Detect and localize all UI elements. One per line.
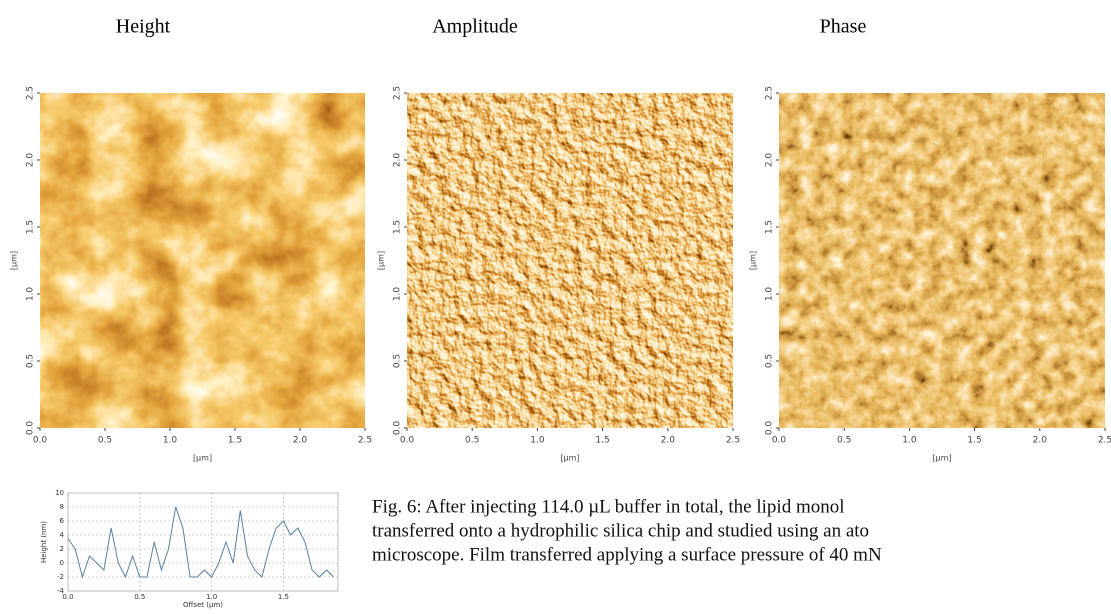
y-tick-label: 4 [60, 531, 65, 539]
y-axis-label: [µm] [10, 251, 19, 270]
x-tick-label: 0.0 [62, 593, 73, 601]
y-axis-label: Height (nm) [40, 521, 48, 563]
x-tick-label: 0.5 [837, 436, 851, 446]
y-tick-label: 10 [55, 489, 64, 497]
x-axis-label: [µm] [193, 454, 212, 463]
y-tick-label: 2.0 [393, 153, 403, 168]
y-tick-label: 1.5 [765, 220, 775, 234]
y-tick-label: 6 [60, 517, 65, 525]
panel-title: Amplitude [432, 16, 518, 38]
caption-line: transferred onto a hydrophilic silica ch… [372, 520, 869, 541]
y-tick-label: 0.0 [765, 421, 775, 436]
y-tick-label: 0.0 [26, 421, 36, 436]
x-tick-label: 2.0 [1033, 436, 1048, 446]
x-tick-label: 0.5 [134, 593, 145, 601]
y-tick-label: 0.0 [393, 421, 403, 436]
y-tick-label: 2.5 [393, 86, 403, 100]
x-tick-label: 0.0 [33, 436, 48, 446]
afm-panel: Height 0.0 0.5 1.0 1.5 2.0 2.5 0.0 0.5 1.0 1.5 2.0 2… [10, 16, 373, 463]
y-tick-label: 2.0 [26, 153, 36, 168]
y-tick-label: 0.5 [765, 354, 775, 368]
y-tick-label: 1.0 [393, 287, 403, 302]
y-tick-label: -2 [57, 573, 64, 581]
x-tick-label: 2.5 [358, 436, 372, 446]
y-tick-label: 0.5 [26, 354, 36, 368]
y-tick-label: 0 [60, 559, 64, 567]
y-tick-label: 2.5 [765, 86, 775, 100]
x-tick-label: 1.0 [902, 436, 917, 446]
x-tick-label: 2.0 [661, 436, 676, 446]
profile-line [67, 506, 335, 579]
x-tick-label: 0.5 [465, 436, 479, 446]
x-tick-label: 0.0 [400, 436, 415, 446]
y-axis-label: [µm] [377, 251, 386, 270]
afm-image [40, 93, 365, 428]
x-tick-label: 1.5 [967, 436, 981, 446]
x-axis-label: [µm] [932, 454, 951, 463]
x-tick-label: 2.0 [293, 436, 308, 446]
caption: Fig. 6: After injecting 114.0 µL buffer … [372, 496, 882, 565]
x-tick-label: 2.5 [726, 436, 740, 446]
x-tick-label: 0.5 [98, 436, 112, 446]
x-tick-label: 1.5 [228, 436, 242, 446]
afm-image [779, 93, 1105, 428]
x-tick-label: 2.5 [1098, 436, 1111, 446]
y-tick-label: 2 [60, 545, 64, 553]
afm-panel: Phase 0.0 0.5 1.0 1.5 2.0 2.5 0.0 0.5 1.0 1.5 2.0 2.… [749, 16, 1111, 463]
x-tick-label: 1.5 [595, 436, 609, 446]
y-tick-label: 0.5 [393, 354, 403, 368]
afm-image [407, 93, 733, 428]
y-axis-label: [µm] [749, 251, 758, 270]
y-tick-label: 1.0 [765, 287, 775, 302]
y-tick-label: -4 [57, 587, 65, 595]
x-tick-label: 1.0 [163, 436, 178, 446]
x-axis-label: Offset (µm) [183, 601, 223, 609]
x-tick-label: 1.5 [278, 593, 289, 601]
x-tick-label: 1.0 [206, 593, 217, 601]
y-tick-label: 1.5 [393, 220, 403, 234]
afm-panel: Amplitude 0.0 0.5 1.0 1.5 2.0 2.5 0.0 0.5 1.0 1.5 2… [377, 16, 741, 463]
panel-title: Phase [820, 16, 867, 38]
y-tick-label: 2.5 [26, 86, 36, 100]
y-tick-label: 1.5 [26, 220, 36, 234]
caption-line: Fig. 6: After injecting 114.0 µL buffer … [372, 496, 845, 517]
caption-line: microscope. Film transferred applying a … [372, 544, 882, 565]
y-tick-label: 8 [60, 503, 64, 511]
plot-frame [67, 492, 339, 592]
y-tick-label: 1.0 [26, 287, 36, 302]
y-tick-label: 2.0 [765, 153, 775, 168]
x-axis-label: [µm] [560, 454, 579, 463]
profile-chart: -4 -2 0 2 4 6 8 10 0.0 0.5 1.0 1.5 Offset (µm) Height… [40, 489, 339, 609]
x-tick-label: 0.0 [772, 436, 787, 446]
panel-title: Height [116, 16, 171, 38]
x-tick-label: 1.0 [530, 436, 545, 446]
